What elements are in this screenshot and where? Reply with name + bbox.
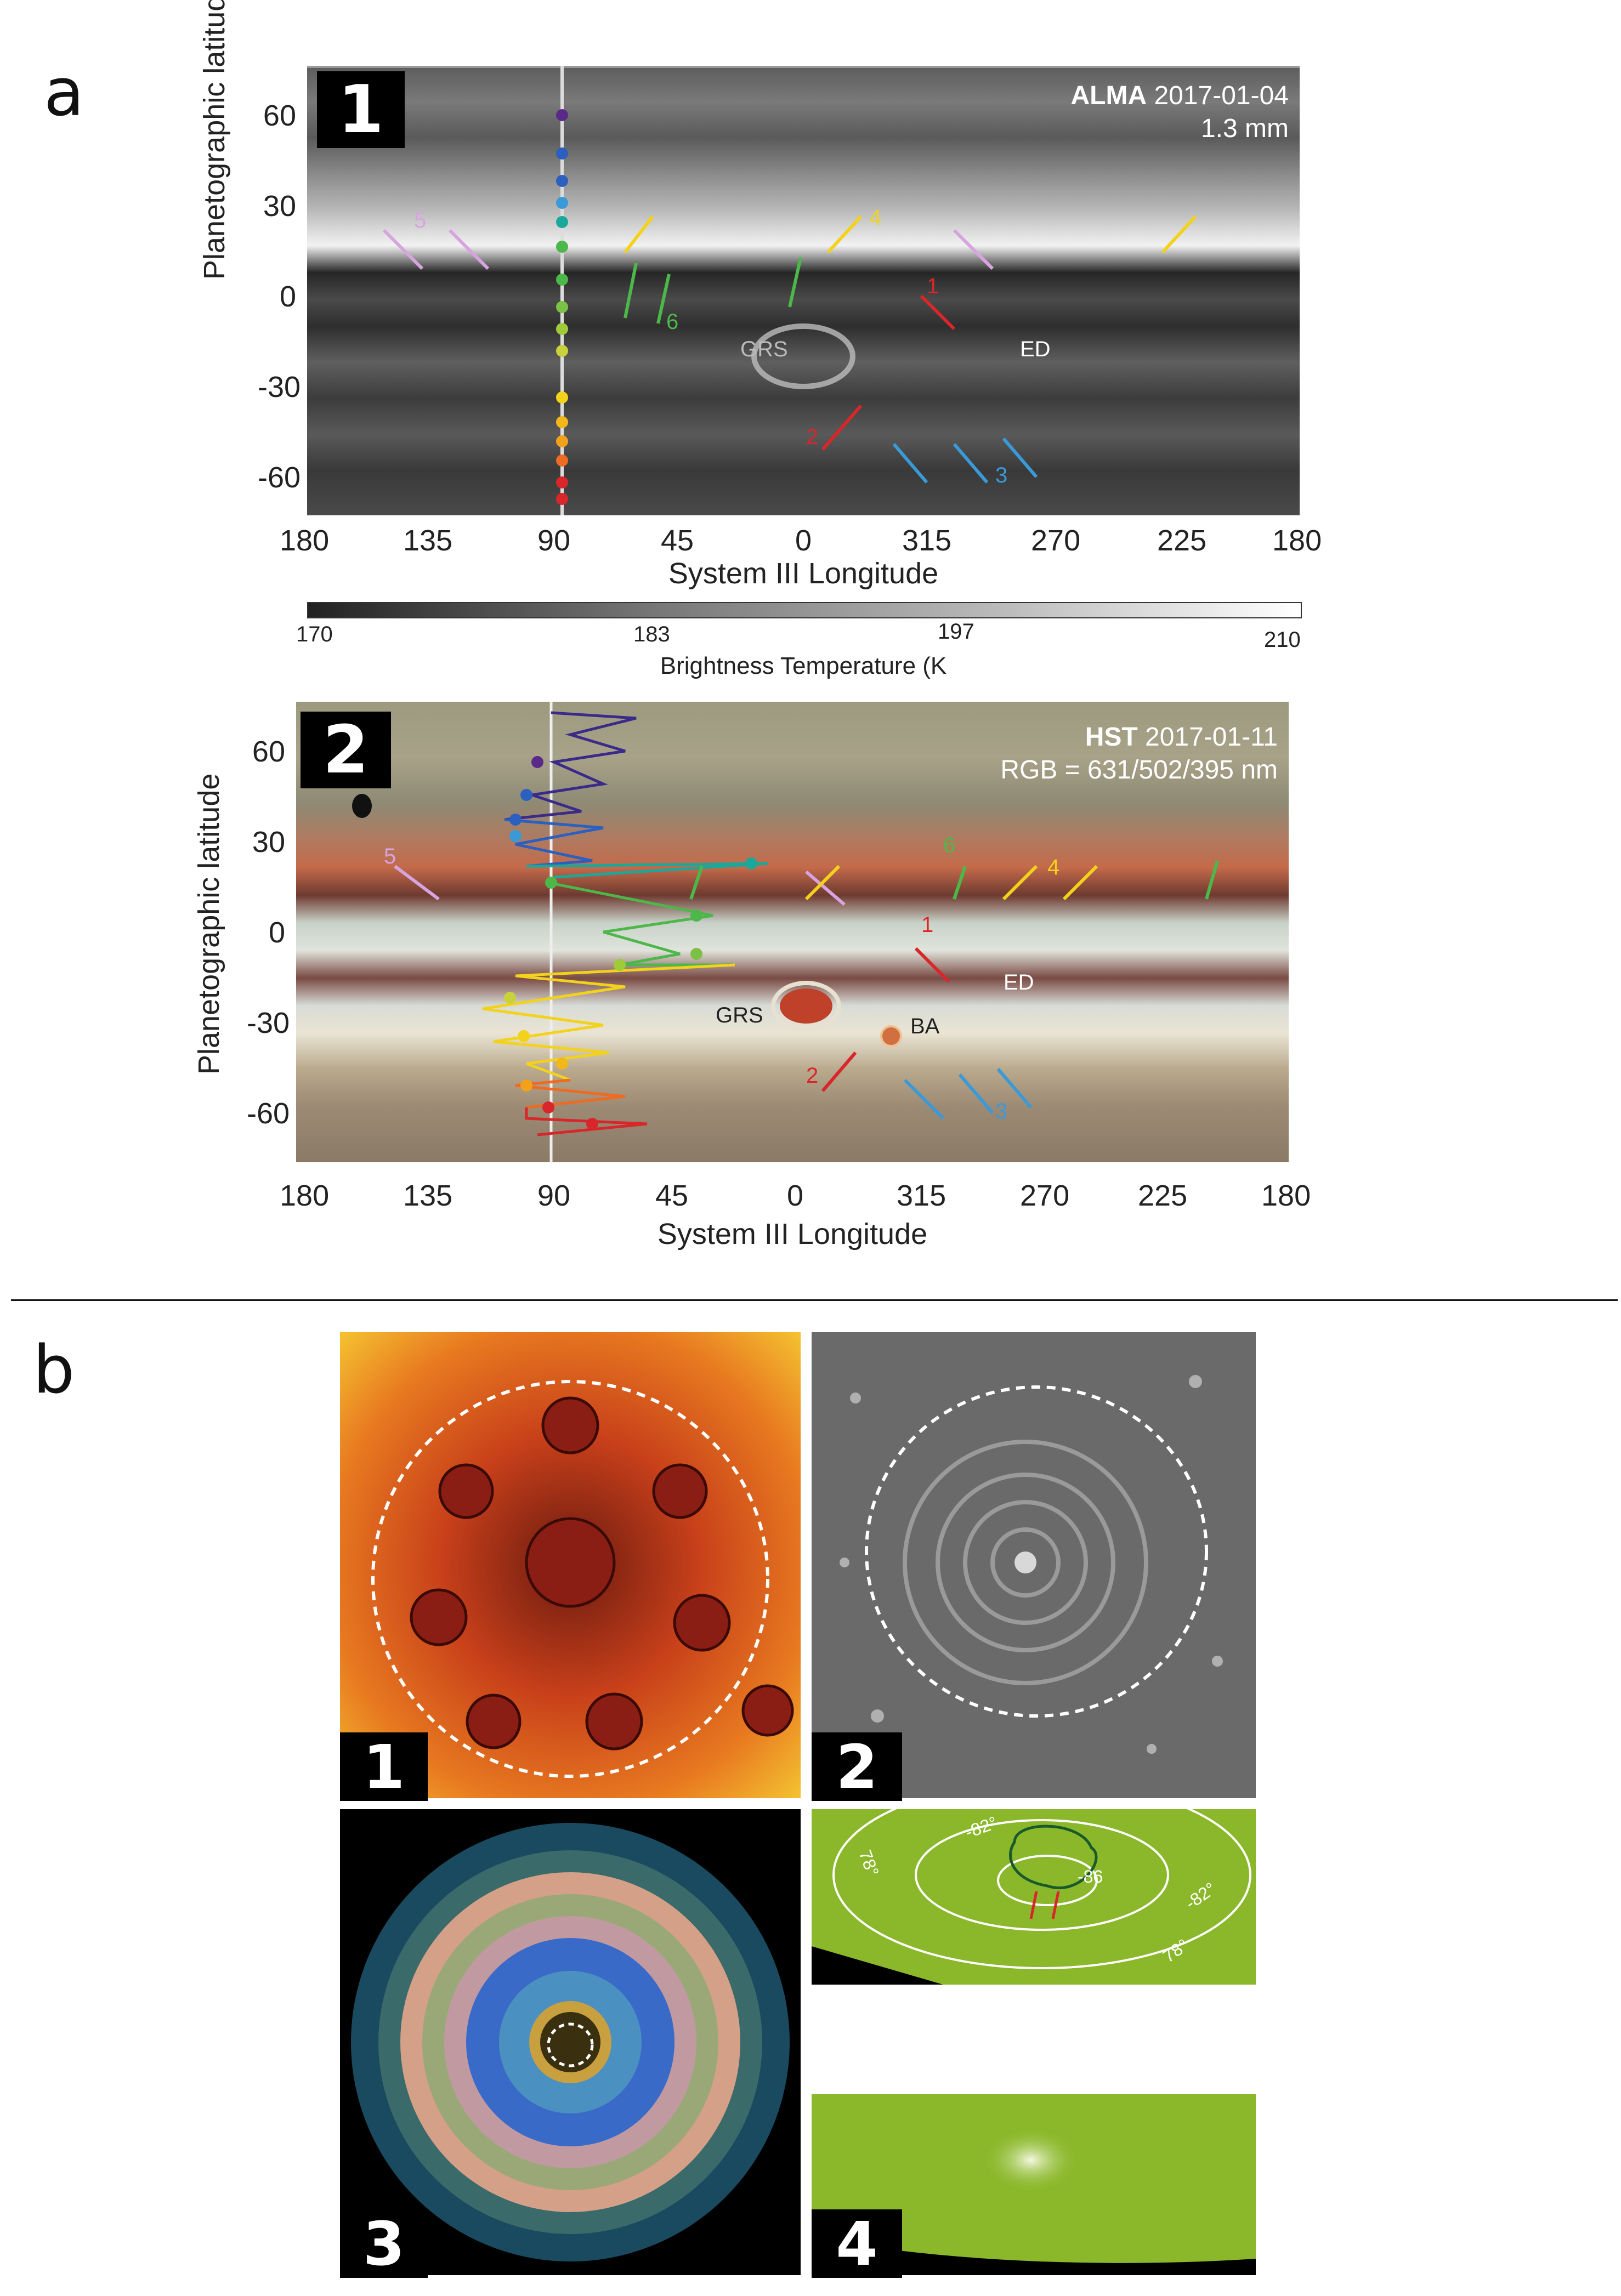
panel-a2-xlabel: System III Longitude: [657, 1218, 928, 1251]
panel-a2-xtick: 135: [403, 1179, 453, 1212]
panel-a2-wavelengths: RGB = 631/502/395 nm: [1000, 755, 1278, 785]
panel-a1-arrow-1: 1: [927, 274, 939, 298]
panel-a1-label-ed: ED: [1020, 337, 1051, 361]
panel-b4-contour-map: [812, 1809, 1256, 1985]
panel-a2-instrument: HST: [1085, 723, 1138, 752]
panel-a2-title: HST 2017-01-11 RGB = 631/502/395 nm: [905, 721, 1278, 787]
panel-a1-xtick: 180: [280, 524, 330, 557]
panel-a1-arrow-2: 2: [806, 425, 819, 449]
panel-b2-image: [812, 1332, 1256, 1798]
colorbar-tick: 197: [938, 620, 974, 644]
panel-a1-xtick: 0: [795, 524, 812, 557]
panel-a2-xtick: 180: [280, 1179, 330, 1212]
panel-a2-ytick: -60: [247, 1097, 290, 1130]
panel-a2-badge: 2: [301, 712, 391, 788]
panel-b1-badge: 1: [340, 1732, 428, 1802]
brightness-colorbar: [307, 602, 1302, 618]
panel-a2-ytick: 0: [268, 916, 285, 949]
panel-a2-xtick: 180: [1261, 1179, 1311, 1212]
panel-a2-label-ed: ED: [1004, 970, 1034, 994]
panel-a2-ytick: -30: [247, 1007, 290, 1039]
panel-a2-xtick: 45: [655, 1179, 689, 1212]
panel-a1-arrow-3: 3: [995, 463, 1008, 487]
panel-a2-arrow-1: 1: [921, 913, 934, 937]
panel-a2-ytick: 30: [252, 826, 285, 859]
panel-b4-image: [812, 2094, 1256, 2275]
panel-a2-xtick: 0: [787, 1179, 804, 1212]
panel-a2-date: 2017-01-11: [1145, 723, 1278, 752]
panel-a1-xlabel: System III Longitude: [668, 557, 939, 590]
panel-a1-xticks: 180 135 90 45 0 315 270 225 180: [280, 524, 1322, 562]
panel-a1-xtick: 45: [661, 524, 694, 557]
panel-b3-image: [340, 1809, 801, 2275]
panel-a2-arrow-5: 5: [384, 844, 396, 868]
panel-a2-arrow-4: 4: [1047, 855, 1060, 879]
panel-a1-title: ALMA 2017-01-04 1.3 mm: [987, 79, 1289, 145]
panel-a1-xtick: 315: [902, 524, 952, 557]
panel-b4-badge: 4: [812, 2209, 902, 2279]
panel-a2-xtick: 315: [897, 1179, 946, 1212]
panel-a2-arrow-2: 2: [806, 1064, 819, 1088]
panel-a1-instrument: ALMA: [1070, 81, 1147, 110]
panel-a1-arrow-6: 6: [666, 310, 679, 334]
panel-a2-ytick: 60: [252, 735, 285, 768]
colorbar-tick: 183: [633, 622, 670, 646]
panel-a1-ytick: -30: [258, 371, 301, 403]
panel-a1-ytick: 30: [263, 190, 296, 223]
panel-a2-ylabel: Planetographic latitude: [192, 773, 225, 1075]
panel-b2-badge: 2: [812, 1732, 902, 1802]
panel-a1-xtick: 225: [1157, 524, 1207, 557]
panel-a2-xtick: 225: [1138, 1179, 1188, 1212]
panel-a1-wavelength: 1.3 mm: [1200, 114, 1289, 143]
section-divider: [11, 1299, 1618, 1301]
panel-a2-label-grs: GRS: [716, 1003, 763, 1027]
panel-a1-xtick: 270: [1031, 524, 1081, 557]
panel-a2-xtick: 90: [537, 1179, 571, 1212]
alma-brightness-map: [307, 66, 1300, 515]
panel-a2-arrow-6: 6: [943, 833, 956, 857]
panel-a1-ytick: 60: [263, 99, 296, 132]
contour-label: -86: [1078, 1867, 1103, 1886]
panel-b3-badge: 3: [340, 2209, 428, 2279]
panel-a1-ytick: 0: [279, 280, 296, 313]
panel-a2-label-ba: BA: [910, 1014, 940, 1038]
section-letter-b: b: [33, 1332, 75, 1408]
section-letter-a: a: [44, 55, 84, 131]
panel-a2-xticks: 180 135 90 45 0 315 270 225 180: [280, 1179, 1311, 1217]
panel-a1-arrow-4: 4: [869, 206, 882, 230]
panel-a1-xtick: 180: [1272, 524, 1322, 557]
colorbar-tick: 210: [1264, 628, 1301, 652]
panel-a1-xtick: 90: [537, 524, 571, 557]
panel-a1-label-grs: GRS: [740, 337, 788, 361]
panel-a2-xtick: 270: [1020, 1179, 1070, 1212]
panel-a2-arrow-3: 3: [995, 1099, 1008, 1123]
hst-rgb-map: [296, 702, 1289, 1162]
panel-a1-date: 2017-01-04: [1154, 81, 1289, 110]
panel-b1-image: [340, 1332, 801, 1798]
panel-a1-ylabel: Planetographic latitude: [198, 0, 231, 280]
panel-a1-badge: 1: [317, 71, 405, 148]
panel-a1-arrow-5: 5: [414, 208, 427, 232]
colorbar-label: Brightness Temperature (K: [660, 652, 947, 679]
panel-a1-ytick: -60: [258, 461, 301, 494]
panel-a1-xtick: 135: [403, 524, 453, 557]
colorbar-tick: 170: [296, 622, 333, 646]
